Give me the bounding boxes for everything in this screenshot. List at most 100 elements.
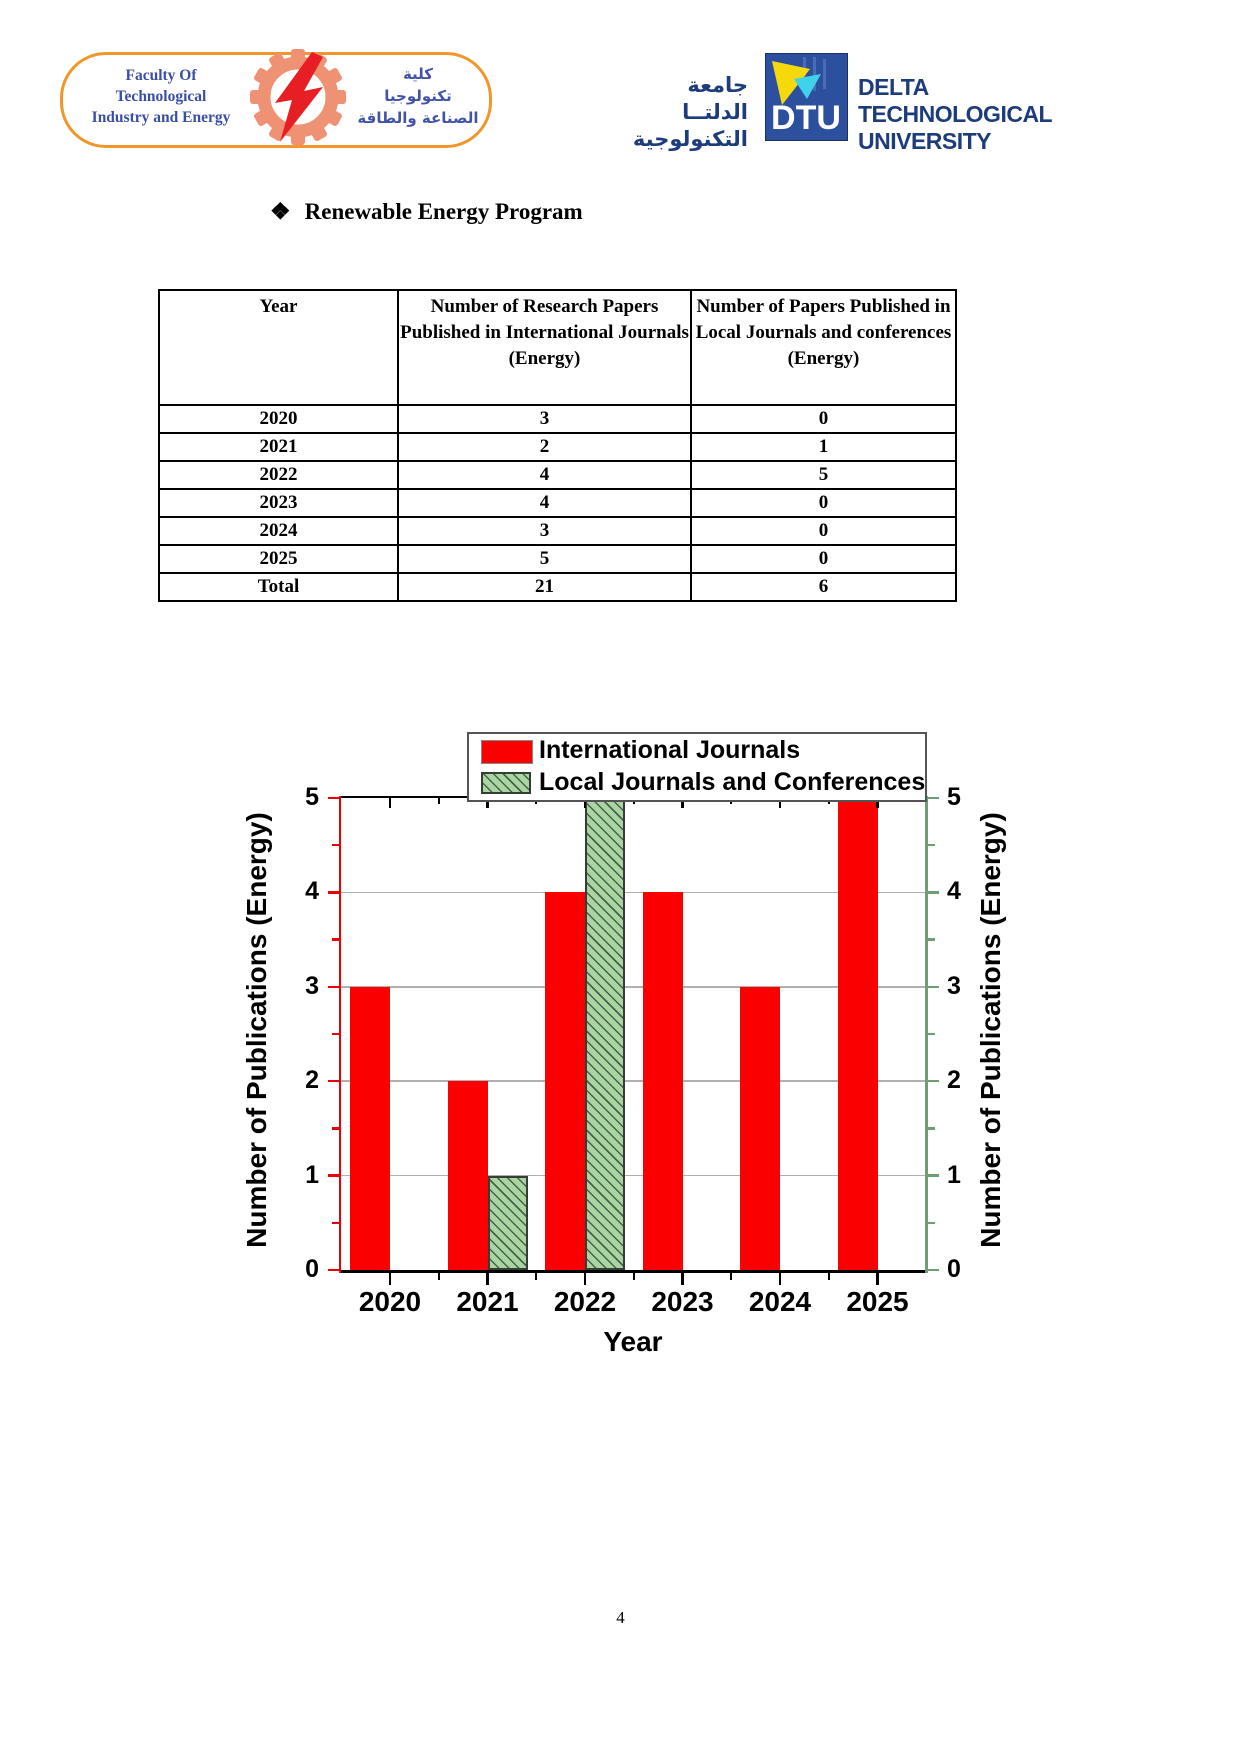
right-axis-tick — [927, 843, 935, 847]
table-cell: 1 — [690, 432, 957, 462]
bar-international-2021 — [447, 1081, 488, 1270]
table-header-row: Year Number of Research Papers Published … — [158, 289, 957, 406]
right-axis-tick-label: 1 — [947, 1160, 961, 1189]
x-axis-tick-label: 2022 — [553, 1286, 617, 1317]
y-axis-title-left: Number of Publications (Energy) — [241, 812, 272, 1248]
table-column-header-2: Number of Papers Published in Local Jour… — [690, 289, 957, 406]
left-axis-tick — [331, 1032, 339, 1036]
table-cell: 0 — [690, 488, 957, 518]
left-axis-tick — [331, 843, 339, 847]
right-axis-tick-label: 5 — [947, 783, 961, 811]
table-cell: 6 — [690, 572, 957, 602]
x-axis-title: Year — [603, 1326, 663, 1357]
table-column-header-1: Number of Research Papers Published in I… — [397, 289, 692, 406]
right-axis-tick — [927, 891, 939, 894]
table-cell: 3 — [397, 404, 692, 434]
right-axis-tick — [927, 985, 939, 989]
university-name-english: DELTA TECHNOLOGICAL UNIVERSITY — [858, 74, 1088, 155]
left-axis-tick — [327, 1079, 339, 1083]
x-axis-major-tick — [388, 1272, 392, 1285]
table-cell: 0 — [690, 544, 957, 574]
publications-table: Year Number of Research Papers Published … — [158, 289, 957, 602]
table-cell: 21 — [397, 572, 692, 602]
faculty-name-english: Faculty Of Technological Industry and En… — [77, 65, 245, 128]
section-title: ❖ Renewable Energy Program — [270, 199, 583, 225]
table-row: 2023 4 0 — [158, 488, 957, 518]
right-axis-tick-label: 0 — [947, 1255, 961, 1283]
left-axis-tick — [327, 796, 339, 800]
faculty-name-arabic-line: تكنولوجيا — [384, 87, 452, 105]
faculty-name-line: Industry and Energy — [91, 109, 231, 126]
legend-international-swatch — [481, 740, 533, 764]
faculty-name-line: Technological — [115, 88, 207, 105]
table-cell: 0 — [690, 516, 957, 546]
x-axis-major-tick — [876, 1272, 879, 1285]
table-cell: 2025 — [158, 544, 399, 574]
university-name-line: UNIVERSITY — [858, 128, 992, 154]
x-axis-tick-label: 2023 — [651, 1286, 714, 1317]
right-axis-tick — [927, 1221, 935, 1225]
table-row: Total 21 6 — [158, 572, 957, 602]
left-axis-tick-label: 4 — [305, 877, 319, 906]
bar-local-2021 — [487, 1175, 528, 1270]
bar-international-2020 — [350, 986, 390, 1270]
left-axis-tick — [331, 938, 339, 941]
left-axis-tick-label: 2 — [305, 1066, 319, 1095]
table-cell: 4 — [397, 460, 692, 490]
x-axis-major-tick — [583, 1272, 587, 1285]
right-axis-tick — [927, 1079, 939, 1083]
page-number: 4 — [616, 1608, 625, 1627]
left-axis-tick — [327, 1268, 339, 1272]
x-axis-major-tick — [681, 1272, 684, 1285]
top-axis-major-tick — [681, 798, 684, 808]
top-axis-minor-tick — [437, 798, 440, 804]
top-axis-major-tick — [388, 798, 392, 808]
left-axis-spine — [338, 795, 341, 1273]
bar-international-2024 — [740, 986, 780, 1270]
left-axis-tick — [327, 1174, 339, 1177]
right-axis-tick-label: 4 — [947, 877, 961, 906]
table-cell: 3 — [397, 516, 692, 546]
x-axis-minor-tick — [632, 1272, 635, 1280]
table-column-header-0: Year — [158, 289, 399, 406]
bar-international-2025 — [837, 798, 878, 1270]
university-name-arabic: جامعة الدلتــا التكنولوجية — [620, 72, 748, 153]
table-row: 2024 3 0 — [158, 516, 957, 546]
table-row: 2025 5 0 — [158, 544, 957, 574]
right-axis-spine — [925, 795, 928, 1273]
table-cell: 0 — [690, 404, 957, 434]
emblem-abbr-text: DTU — [771, 99, 841, 137]
legend-local-swatch — [481, 772, 531, 794]
table-row: 2020 3 0 — [158, 404, 957, 434]
gear-lightning-icon — [250, 49, 346, 145]
x-axis-major-tick — [486, 1272, 489, 1285]
gridline-y1 — [341, 1174, 925, 1177]
x-axis-minor-tick — [730, 1272, 733, 1280]
bar-international-2022 — [545, 892, 585, 1270]
table-cell: 2 — [397, 432, 692, 462]
section-title-text: Renewable Energy Program — [304, 199, 583, 224]
x-axis-major-tick — [778, 1272, 782, 1285]
x-axis-minor-tick — [827, 1272, 830, 1280]
top-axis-major-tick — [486, 798, 489, 808]
faculty-name-arabic: كلية تكنولوجيا الصناعة والطاقة — [355, 63, 481, 129]
university-name-arabic-line: جامعة الدلتــا — [682, 73, 748, 124]
right-axis-tick — [927, 1174, 939, 1177]
x-axis-tick-label: 2020 — [358, 1286, 422, 1317]
faculty-name-arabic-line: كلية — [402, 65, 434, 83]
gridline-y4 — [341, 891, 925, 894]
university-emblem: DTU — [764, 52, 849, 142]
legend-international-label: International Journals — [539, 736, 801, 764]
table-cell: 5 — [397, 544, 692, 574]
gridline-y2 — [341, 1080, 925, 1082]
table-cell: 2022 — [158, 460, 399, 490]
table-cell: 2024 — [158, 516, 399, 546]
left-axis-tick — [331, 1221, 339, 1225]
table-cell: 2021 — [158, 432, 399, 462]
table-row: 2021 2 1 — [158, 432, 957, 462]
right-axis-tick — [927, 1127, 935, 1130]
left-axis-tick-label: 0 — [305, 1255, 319, 1283]
x-axis-tick-label: 2024 — [748, 1286, 812, 1317]
y-axis-title-right: Number of Publications (Energy) — [975, 812, 1006, 1248]
